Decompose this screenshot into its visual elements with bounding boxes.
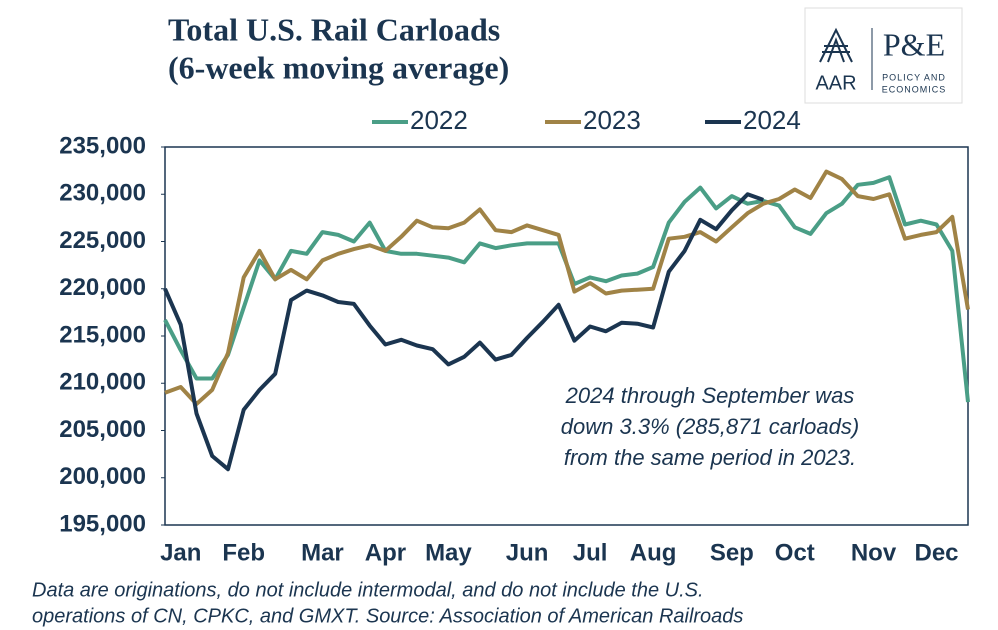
annotation: 2024 through September was <box>565 383 855 408</box>
logo: AAR P&E POLICY AND ECONOMICS <box>804 7 963 104</box>
legend-label: 2023 <box>583 105 641 135</box>
y-tick-label: 205,000 <box>59 416 146 443</box>
logo-icon <box>819 27 853 63</box>
logo-text: P&E <box>883 26 945 62</box>
logo-text: POLICY AND <box>882 72 946 82</box>
x-tick-label: Nov <box>851 539 897 566</box>
x-tick-label: Apr <box>365 539 406 566</box>
x-tick-label: May <box>425 539 472 566</box>
y-tick-label: 235,000 <box>59 132 146 159</box>
logo-text: ECONOMICS <box>882 84 947 94</box>
annotation: down 3.3% (285,871 carloads) <box>561 414 859 439</box>
chart-subtitle: (6-week moving average) <box>168 49 509 85</box>
x-tick-label: Jan <box>160 539 201 566</box>
y-tick-label: 210,000 <box>59 369 146 396</box>
footnote: Data are originations, do not include in… <box>32 579 704 601</box>
x-tick-label: Dec <box>914 539 958 566</box>
x-tick-label: Jul <box>573 539 608 566</box>
chart-title: Total U.S. Rail Carloads <box>168 11 500 47</box>
y-tick-label: 230,000 <box>59 180 146 207</box>
x-tick-label: Feb <box>222 539 265 566</box>
y-tick-label: 225,000 <box>59 227 146 254</box>
line <box>164 169 970 406</box>
annotation: from the same period in 2023. <box>564 445 856 470</box>
line <box>163 175 970 403</box>
x-tick-label: Jun <box>506 539 549 566</box>
legend-label: 2024 <box>743 105 801 135</box>
y-tick-label: 200,000 <box>59 463 146 490</box>
x-tick-label: Mar <box>301 539 344 566</box>
y-tick-label: 215,000 <box>59 321 146 348</box>
x-tick-label: Aug <box>630 539 677 566</box>
logo-text: AAR <box>815 72 856 94</box>
footnote: operations of CN, CPKC, and GMXT. Source… <box>32 605 743 627</box>
y-tick-label: 195,000 <box>59 510 146 537</box>
line <box>163 192 764 472</box>
legend-label: 2022 <box>410 105 468 135</box>
x-tick-label: Oct <box>775 539 815 566</box>
x-tick-label: Sep <box>710 539 754 566</box>
y-tick-label: 220,000 <box>59 274 146 301</box>
